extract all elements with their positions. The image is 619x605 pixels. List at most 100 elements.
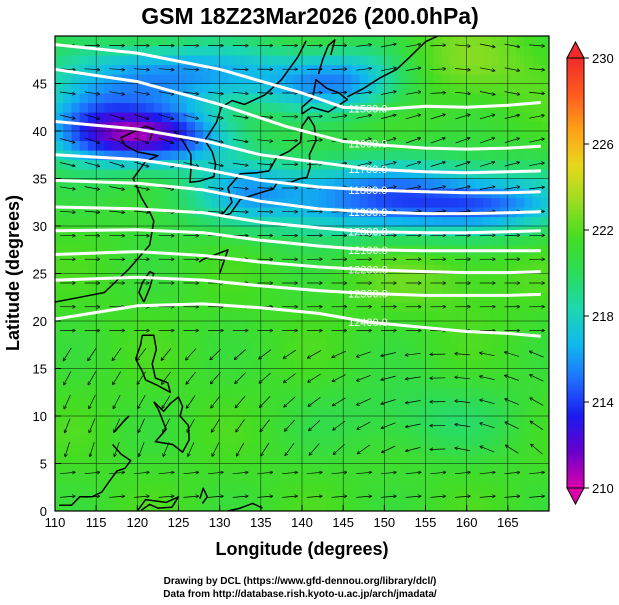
field-cell [153, 207, 163, 218]
field-cell [334, 273, 344, 284]
field-cell [153, 112, 163, 123]
field-cell [195, 131, 204, 142]
field-cell [137, 121, 147, 132]
field-cell [203, 397, 212, 408]
field-cell [145, 112, 155, 123]
wind-arrow [211, 372, 221, 383]
field-cell [425, 454, 435, 465]
field-cell [96, 140, 105, 151]
field-cell [244, 330, 254, 341]
field-cell [318, 463, 328, 474]
field-cell [96, 359, 105, 370]
field-cell [153, 416, 163, 427]
colorbar-tick-label: 210 [592, 481, 614, 496]
field-cell [384, 112, 394, 123]
field-cell [376, 64, 385, 75]
field-cell [186, 378, 196, 389]
height-contour [55, 228, 541, 253]
field-cell [450, 435, 459, 446]
field-cell [178, 64, 188, 75]
wind-arrow [260, 419, 270, 432]
field-cell [334, 93, 344, 104]
field-cell [302, 444, 311, 455]
field-cell [170, 254, 180, 265]
field-cell [474, 330, 484, 341]
field-cell [392, 368, 402, 379]
field-cell [129, 406, 138, 417]
field-cell [120, 340, 130, 351]
field-cell [400, 74, 410, 85]
wind-arrow [65, 418, 71, 433]
field-cell [178, 321, 188, 332]
wind-arrow [309, 443, 320, 455]
field-cell [326, 216, 336, 227]
field-cell [153, 121, 163, 132]
field-cell [104, 321, 114, 332]
wind-arrow [504, 187, 520, 190]
field-cell [540, 435, 549, 446]
field-cell [326, 64, 336, 75]
field-cell [474, 463, 484, 474]
field-cell [417, 45, 427, 56]
field-cell [310, 349, 319, 360]
field-cell [384, 121, 394, 132]
field-cell [367, 74, 377, 85]
field-cell [384, 235, 394, 246]
field-cell [474, 454, 484, 465]
field-cell [318, 368, 328, 379]
field-cell [367, 150, 377, 161]
field-cell [178, 378, 188, 389]
field-cell [219, 216, 229, 227]
field-cell [310, 463, 319, 474]
field-cell [63, 74, 72, 85]
y-tick-label: 10 [33, 409, 47, 424]
field-cell [400, 435, 410, 446]
field-cell [129, 425, 138, 436]
field-cell [334, 435, 344, 446]
field-cell [129, 473, 138, 484]
field-cell [227, 131, 237, 142]
field-cell [367, 425, 377, 436]
field-cell [211, 169, 221, 180]
field-cell [318, 330, 328, 341]
field-cell [532, 387, 542, 398]
coastline [199, 487, 209, 504]
wind-arrow [455, 377, 471, 379]
wind-arrow [208, 472, 223, 473]
field-cell [63, 501, 72, 511]
field-cell [359, 463, 369, 474]
field-cell [277, 273, 287, 284]
wind-arrow [455, 45, 470, 46]
field-cell [260, 397, 270, 408]
field-cell [491, 83, 501, 94]
field-cell [129, 55, 138, 66]
field-cell [195, 74, 204, 85]
field-cell [516, 454, 525, 465]
field-cell [318, 454, 328, 465]
field-cell [499, 112, 509, 123]
field-cell [310, 178, 319, 189]
field-cell [516, 492, 525, 503]
field-cell [474, 83, 484, 94]
field-cell [203, 463, 212, 474]
field-cell [483, 283, 492, 294]
field-cell [71, 406, 81, 417]
field-cell [285, 45, 295, 56]
field-cell [87, 349, 97, 360]
field-cell [162, 169, 171, 180]
field-cell [326, 435, 336, 446]
contour-label: 11800.0 [348, 185, 387, 197]
wind-arrow [405, 496, 421, 497]
field-cell [186, 387, 196, 398]
field-cell [343, 178, 352, 189]
field-cell [474, 321, 484, 332]
field-cell [219, 378, 229, 389]
field-cell [252, 406, 262, 417]
field-cell [186, 368, 196, 379]
field-cell [442, 226, 451, 237]
field-cell [162, 501, 171, 511]
contour-label: 12400.0 [348, 317, 388, 329]
field-cell [433, 321, 443, 332]
field-cell [285, 330, 295, 341]
field-cell [236, 425, 245, 436]
